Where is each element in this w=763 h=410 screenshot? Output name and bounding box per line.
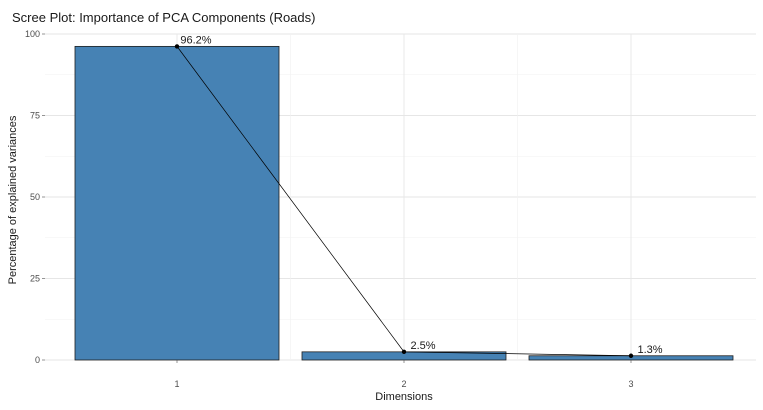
bar-dimension-1 xyxy=(74,45,280,361)
labels-layer: 96.2% 2.5% 1.3% xyxy=(180,34,662,355)
point-dimension-3 xyxy=(628,353,634,358)
y-tick-label: 75 xyxy=(30,111,40,121)
y-tick-label: 100 xyxy=(25,29,40,39)
y-tick-label: 25 xyxy=(30,274,40,284)
y-tick-label: 0 xyxy=(35,355,40,365)
data-label-dimension-3: 1.3% xyxy=(637,344,662,356)
chart-title: Scree Plot: Importance of PCA Components… xyxy=(12,10,315,25)
x-tick-label: 3 xyxy=(628,379,633,389)
x-tick-label: 1 xyxy=(174,379,179,389)
y-axis-title: Percentage of explained variances xyxy=(7,115,19,284)
x-axis-title: Dimensions xyxy=(375,391,433,403)
axes-layer: 0 25 50 75 100 1 2 3 xyxy=(25,29,634,389)
point-dimension-1 xyxy=(174,44,180,49)
x-tick-label: 2 xyxy=(401,379,406,389)
data-label-dimension-2: 2.5% xyxy=(410,340,435,352)
data-label-dimension-1: 96.2% xyxy=(180,34,211,46)
line-layer xyxy=(174,44,634,358)
point-dimension-2 xyxy=(401,349,407,355)
y-tick-label: 50 xyxy=(30,192,40,202)
